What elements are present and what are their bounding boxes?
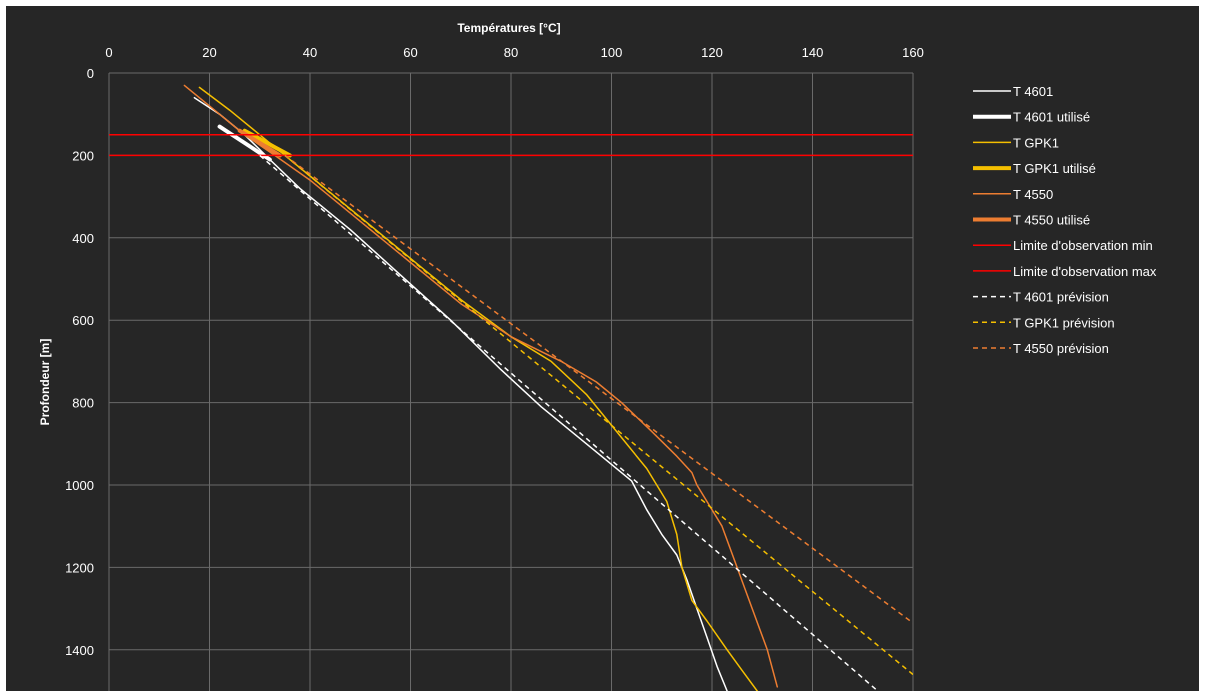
y-tick-label: 800 [72, 396, 94, 411]
y-tick-label: 200 [72, 148, 94, 163]
x-tick-label: 100 [601, 45, 623, 60]
legend-label: T 4601 utilisé [1013, 110, 1090, 125]
legend-label: T GPK1 utilisé [1013, 161, 1096, 176]
legend-label: Limite d'observation min [1013, 238, 1153, 253]
y-tick-label: 600 [72, 313, 94, 328]
y-tick-label: 0 [87, 66, 94, 81]
grid [108, 72, 914, 691]
legend-label: T 4550 prévision [1013, 341, 1109, 356]
x-tick-labels: 0 20 40 60 80 100 120 140 160 [105, 45, 923, 60]
series-line-0 [193, 96, 728, 691]
x-tick-label: 60 [403, 45, 417, 60]
legend-label: T 4550 [1013, 187, 1053, 202]
x-tick-label: 0 [105, 45, 112, 60]
y-tick-label: 400 [72, 231, 94, 246]
legend-label: T 4601 [1013, 84, 1053, 99]
x-tick-label: 120 [701, 45, 723, 60]
chart-svg: 0 20 40 60 80 100 120 140 160 0 200 400 600 800 1000 1… [38, 21, 1157, 691]
series-line-10 [284, 154, 913, 624]
series-line-2 [198, 86, 758, 691]
series-line-9 [284, 154, 913, 676]
x-axis-title: Températures [°C] [457, 21, 560, 35]
legend-label: Limite d'observation max [1013, 264, 1157, 279]
series-line-1 [217, 124, 272, 162]
legend-label: T 4601 prévision [1013, 290, 1109, 305]
legend-label: T GPK1 prévision [1013, 315, 1115, 330]
x-tick-label: 80 [504, 45, 518, 60]
legend-label: T GPK1 [1013, 135, 1059, 150]
x-tick-label: 140 [802, 45, 824, 60]
y-tick-label: 1200 [65, 560, 94, 575]
series-layer [109, 84, 913, 691]
series-line-4 [183, 84, 779, 688]
y-axis-title: Profondeur [m] [38, 339, 52, 426]
chart-frame: 0 20 40 60 80 100 120 140 160 0 200 400 600 800 1000 1… [6, 6, 1199, 691]
series-line-8 [259, 154, 879, 691]
x-tick-label: 160 [902, 45, 924, 60]
y-tick-label: 1400 [65, 643, 94, 658]
y-tick-label: 1000 [65, 478, 94, 493]
x-tick-label: 20 [202, 45, 216, 60]
x-tick-label: 40 [303, 45, 317, 60]
y-tick-labels: 0 200 400 600 800 1000 1200 1400 [65, 66, 94, 658]
legend-label: T 4550 utilisé [1013, 213, 1090, 228]
legend: T 4601 T 4601 utilisé T GPK1 T GPK1 utilisé… [973, 84, 1157, 356]
